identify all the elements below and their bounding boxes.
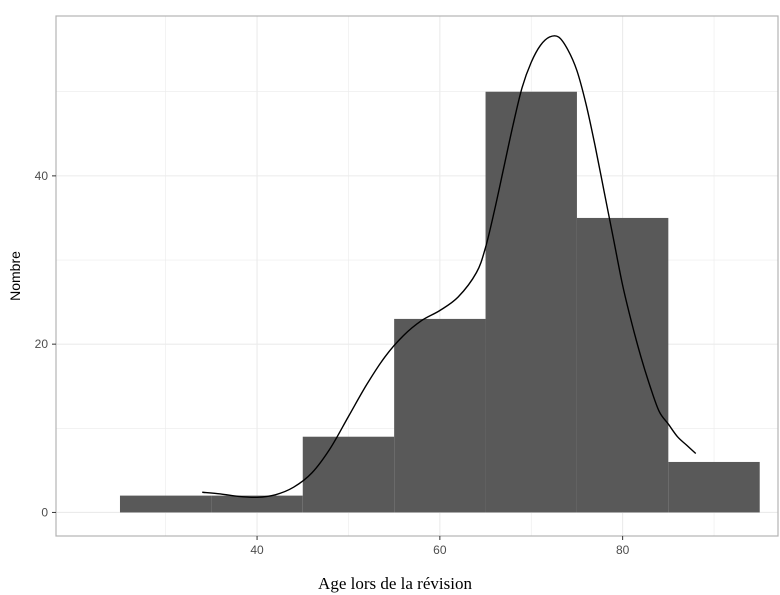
y-axis: 0 20 40	[35, 169, 56, 519]
panel-border	[55, 15, 779, 537]
histogram-bars	[119, 91, 760, 513]
histogram-bar	[302, 436, 395, 513]
y-axis-title: Nombre	[7, 251, 23, 301]
histogram-bar	[485, 91, 577, 513]
y-tick-label: 20	[35, 337, 49, 351]
histogram-bar	[576, 217, 669, 513]
histogram-bar	[668, 461, 760, 513]
x-tick-label: 60	[433, 543, 447, 557]
x-tick-label: 40	[250, 543, 264, 557]
density-curve	[202, 35, 697, 499]
histogram-bar	[211, 495, 303, 513]
histogram-bar	[119, 495, 212, 513]
y-tick-label: 40	[35, 169, 49, 183]
x-axis: 40 60 80	[250, 536, 630, 557]
x-tick-label: 80	[616, 543, 630, 557]
histogram-bar	[394, 318, 486, 513]
x-axis-title: Age lors de la révision	[318, 574, 472, 593]
y-tick-label: 0	[41, 505, 48, 519]
